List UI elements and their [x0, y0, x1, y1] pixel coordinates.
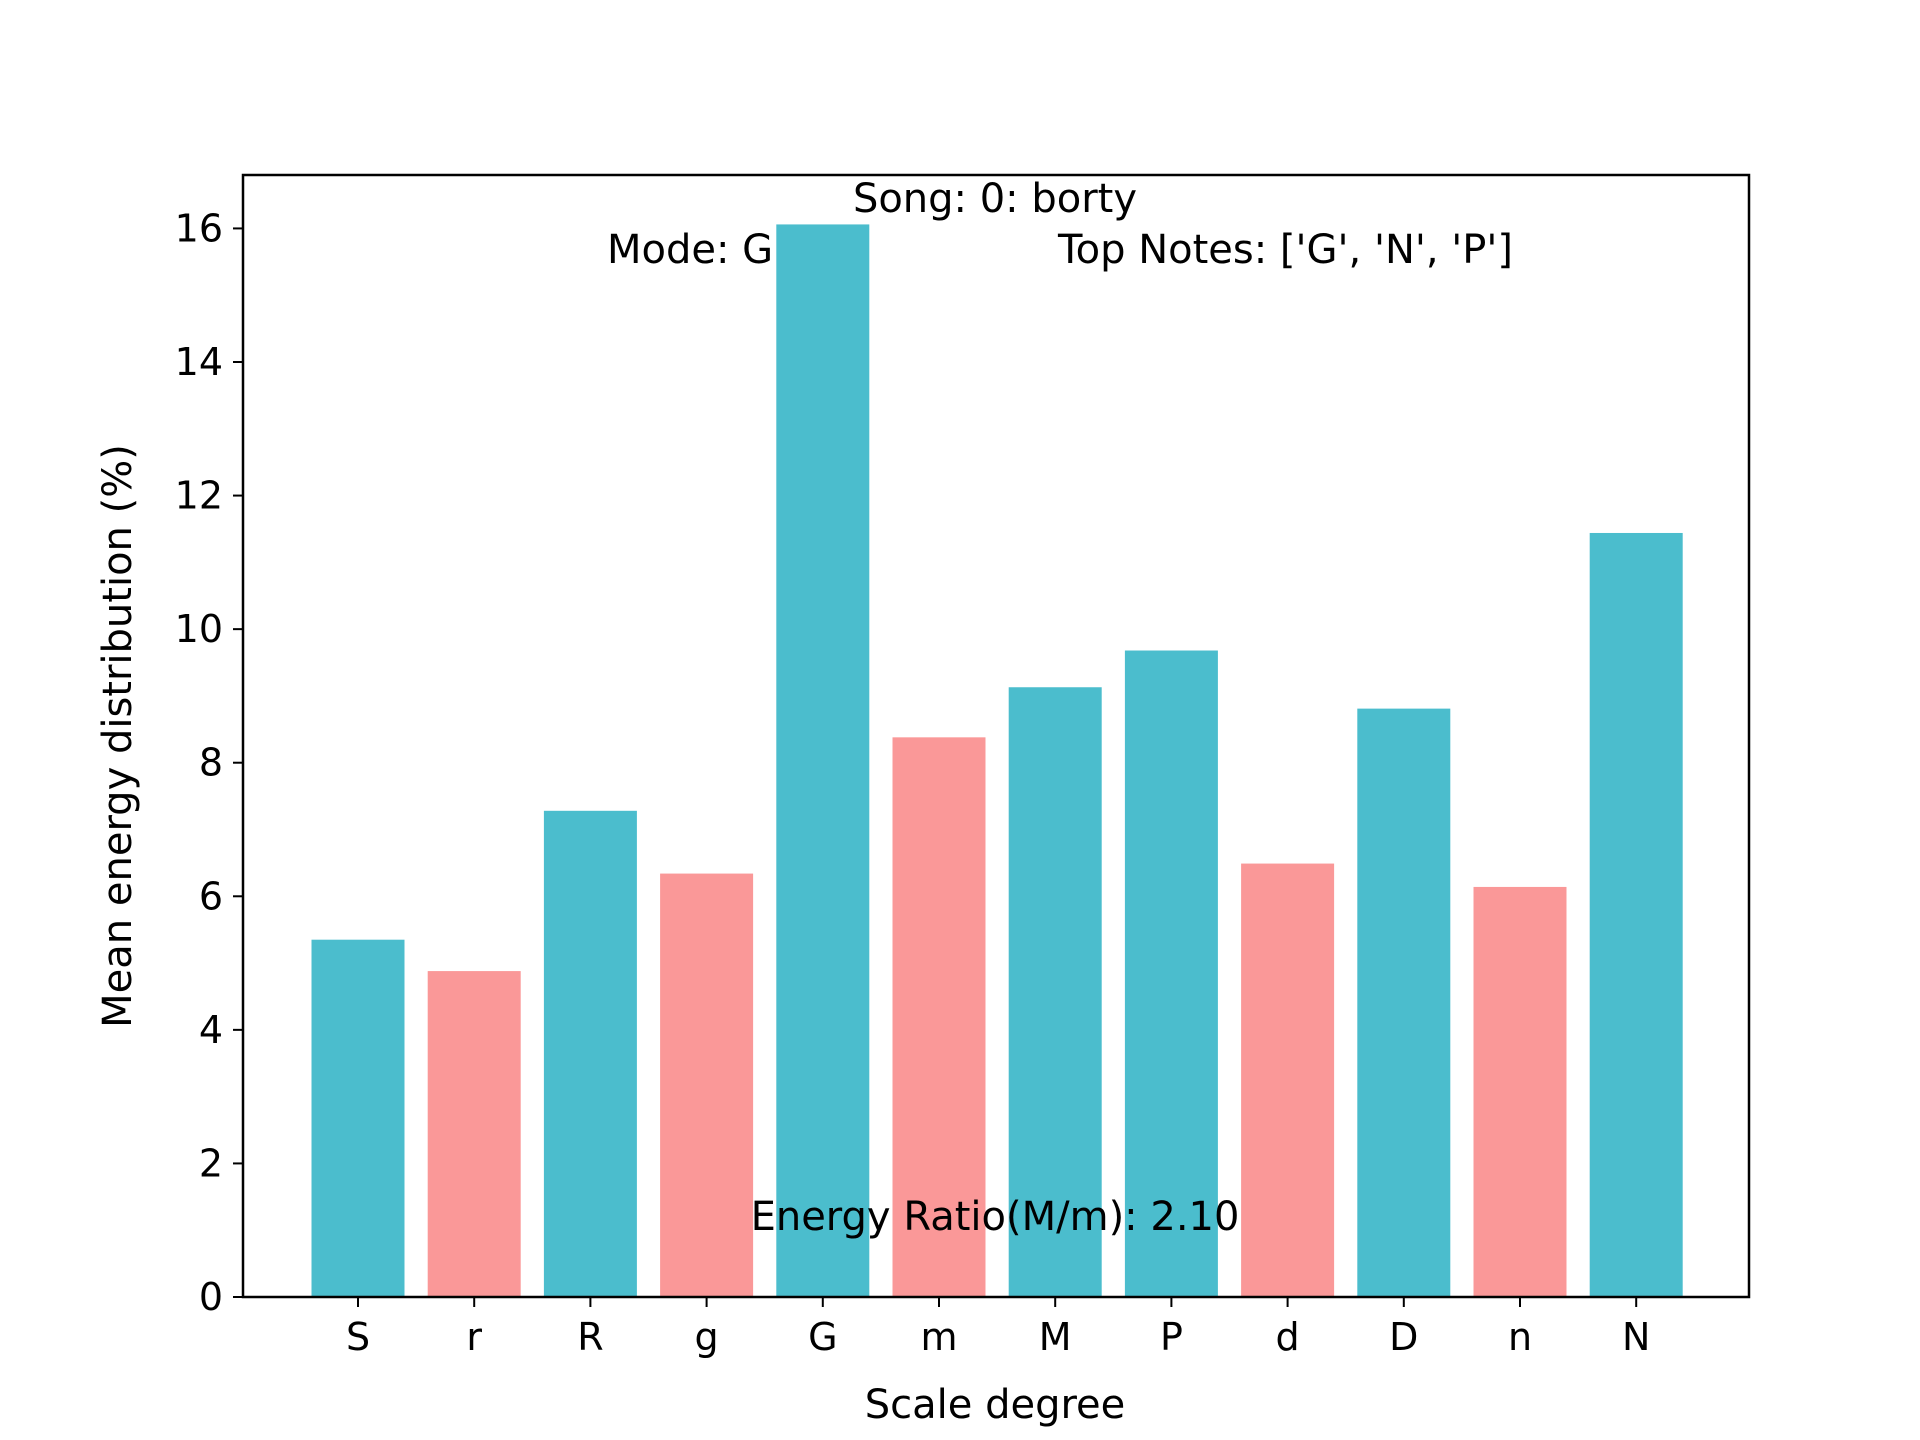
x-tick-label: M — [1039, 1315, 1072, 1359]
bar-D — [1357, 708, 1451, 1297]
plot-frame — [241, 173, 1751, 1299]
bar-n — [1473, 886, 1567, 1297]
x-tick-label: D — [1389, 1315, 1418, 1359]
x-tick-label: g — [695, 1315, 719, 1359]
bar-S — [311, 939, 405, 1297]
bar-M — [1008, 687, 1102, 1297]
x-tick-label: r — [466, 1315, 482, 1359]
y-tick-label: 8 — [199, 741, 223, 785]
bar-d — [1241, 863, 1335, 1297]
y-tick-label: 10 — [175, 607, 223, 651]
x-axis-label: Scale degree — [865, 1382, 1126, 1428]
bar-P — [1124, 650, 1218, 1297]
x-tick-label: d — [1276, 1315, 1300, 1359]
y-tick-label: 6 — [199, 874, 223, 918]
y-tick-label: 16 — [175, 206, 223, 250]
bar-g — [660, 873, 754, 1297]
x-tick-label: G — [808, 1315, 837, 1359]
y-tick-label: 0 — [199, 1275, 223, 1319]
y-tick-label: 2 — [199, 1141, 223, 1185]
x-tick-label: m — [920, 1315, 957, 1359]
bar-m — [892, 737, 986, 1297]
bar-r — [427, 971, 521, 1297]
y-axis-label: Mean energy distribution (%) — [95, 444, 141, 1028]
y-tick-label: 12 — [175, 474, 223, 518]
bar-N — [1589, 532, 1683, 1297]
energy-ratio-annotation: Energy Ratio(M/m): 2.10 — [751, 1194, 1240, 1240]
y-tick-label: 14 — [175, 340, 223, 384]
bars-group — [311, 224, 1683, 1298]
mode-annotation: Mode: G — [607, 227, 773, 273]
bar-R — [543, 810, 637, 1297]
x-tick-label: P — [1160, 1315, 1183, 1359]
song-annotation: Song: 0: borty — [853, 176, 1137, 222]
x-tick-label: S — [346, 1315, 370, 1359]
bar-G — [776, 224, 870, 1298]
y-axis-ticks: 0 2 4 6 8 10 12 14 16 — [175, 206, 243, 1319]
y-tick-label: 4 — [199, 1008, 223, 1052]
x-tick-label: R — [577, 1315, 603, 1359]
x-tick-label: N — [1622, 1315, 1650, 1359]
top-notes-annotation: Top Notes: ['G', 'N', 'P'] — [1057, 227, 1513, 273]
x-tick-label: n — [1508, 1315, 1532, 1359]
